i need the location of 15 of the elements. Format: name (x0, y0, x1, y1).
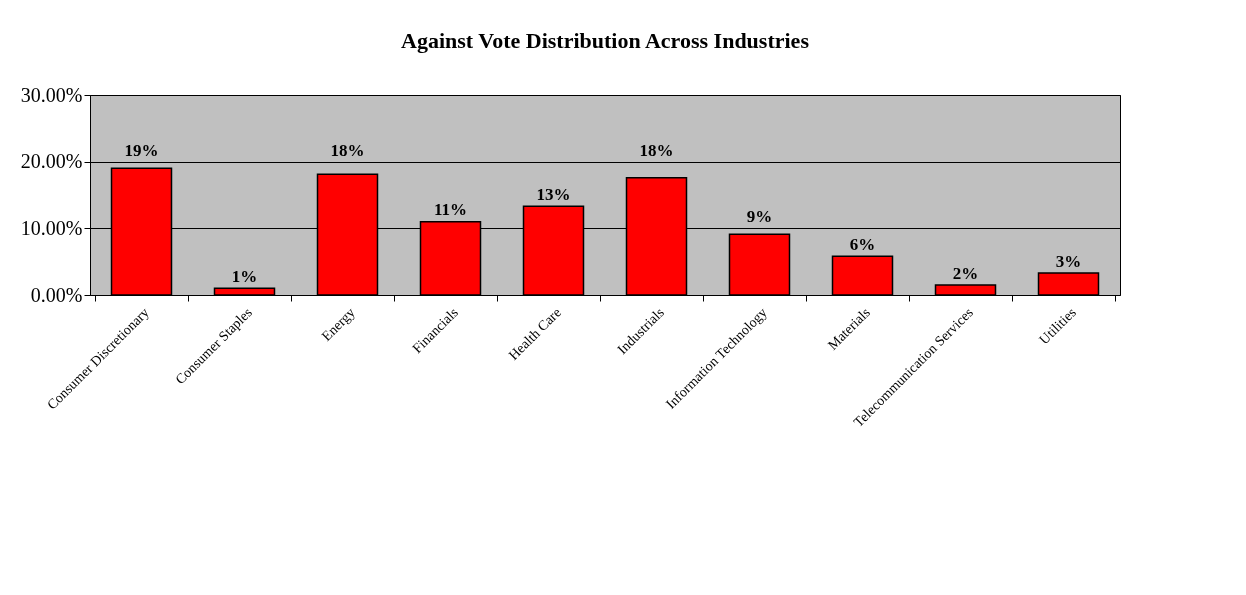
y-tick-label: 20.00% (20, 150, 83, 173)
data-label: 3% (1055, 251, 1082, 271)
data-label: 2% (952, 263, 979, 283)
data-label: 1% (231, 266, 258, 286)
chart-title: Against Vote Distribution Across Industries (401, 28, 810, 53)
data-label: 13% (536, 184, 571, 204)
data-label: 19% (124, 140, 159, 160)
y-tick-label: 0.00% (30, 283, 83, 306)
data-label: 18% (330, 140, 365, 160)
y-tick-label: 30.00% (20, 83, 83, 106)
data-label: 18% (639, 140, 674, 160)
data-label: 6% (849, 234, 876, 254)
y-tick-label: 10.00% (20, 216, 83, 239)
data-label: 9% (746, 207, 773, 227)
data-label: 11% (433, 200, 468, 220)
